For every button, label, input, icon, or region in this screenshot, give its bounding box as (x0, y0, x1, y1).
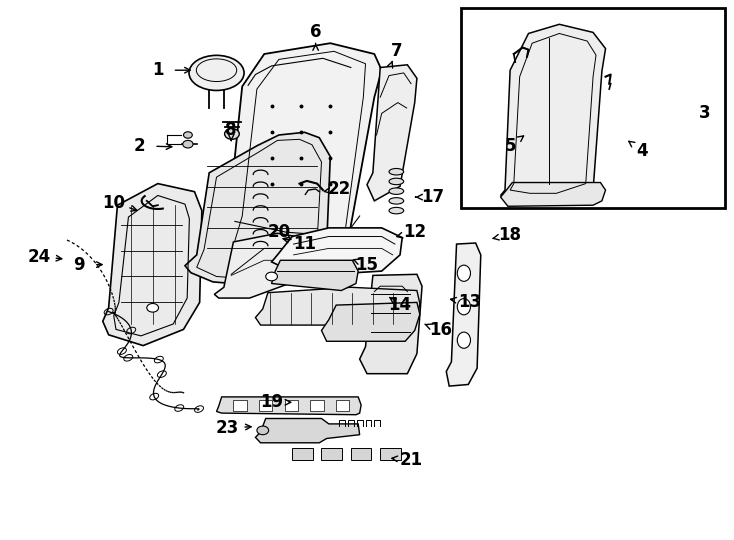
Polygon shape (501, 24, 606, 201)
Text: 4: 4 (636, 142, 648, 160)
Polygon shape (351, 448, 371, 460)
Ellipse shape (389, 178, 404, 185)
Polygon shape (213, 43, 382, 265)
Circle shape (266, 272, 277, 281)
Text: 19: 19 (260, 393, 283, 411)
Polygon shape (292, 448, 313, 460)
Text: 23: 23 (216, 418, 239, 437)
Circle shape (147, 303, 159, 312)
Polygon shape (321, 302, 420, 341)
Text: 9: 9 (73, 255, 85, 274)
Text: 8: 8 (225, 120, 237, 139)
Text: 7: 7 (390, 42, 402, 60)
Polygon shape (214, 233, 310, 298)
Text: 18: 18 (498, 226, 522, 244)
Text: 16: 16 (429, 321, 452, 340)
Text: 12: 12 (403, 223, 426, 241)
Polygon shape (360, 274, 422, 374)
Text: 24: 24 (27, 247, 51, 266)
Ellipse shape (457, 332, 470, 348)
Polygon shape (272, 260, 358, 291)
Circle shape (183, 140, 193, 148)
Polygon shape (255, 418, 360, 443)
Ellipse shape (389, 188, 404, 194)
Polygon shape (446, 243, 481, 386)
Text: 3: 3 (699, 104, 711, 123)
Polygon shape (367, 65, 417, 201)
Bar (285, 400, 298, 411)
Text: 5: 5 (504, 137, 516, 155)
Text: 11: 11 (293, 235, 316, 253)
Ellipse shape (457, 299, 470, 315)
Polygon shape (185, 132, 330, 286)
Bar (461, 8, 725, 208)
Polygon shape (217, 397, 361, 415)
Text: 22: 22 (327, 180, 351, 198)
Ellipse shape (189, 55, 244, 90)
Ellipse shape (389, 198, 404, 204)
Circle shape (257, 426, 269, 435)
Polygon shape (272, 228, 402, 274)
Bar (259, 400, 272, 411)
Text: 6: 6 (310, 23, 321, 42)
Text: 15: 15 (355, 255, 379, 274)
Ellipse shape (389, 168, 404, 175)
Ellipse shape (389, 207, 404, 214)
Text: 10: 10 (102, 193, 126, 212)
Text: 17: 17 (421, 188, 445, 206)
Text: 14: 14 (388, 296, 412, 314)
Circle shape (225, 129, 239, 139)
Circle shape (184, 132, 192, 138)
Text: 13: 13 (458, 293, 482, 312)
Bar (233, 400, 247, 411)
Text: 2: 2 (134, 137, 145, 155)
Ellipse shape (457, 265, 470, 281)
Polygon shape (103, 184, 202, 346)
Polygon shape (501, 183, 606, 206)
Text: 21: 21 (399, 451, 423, 469)
Text: 1: 1 (152, 61, 164, 79)
Text: 20: 20 (267, 223, 291, 241)
Polygon shape (380, 448, 401, 460)
Bar (310, 400, 324, 411)
Polygon shape (321, 448, 342, 460)
Bar (336, 400, 349, 411)
Polygon shape (255, 287, 420, 325)
